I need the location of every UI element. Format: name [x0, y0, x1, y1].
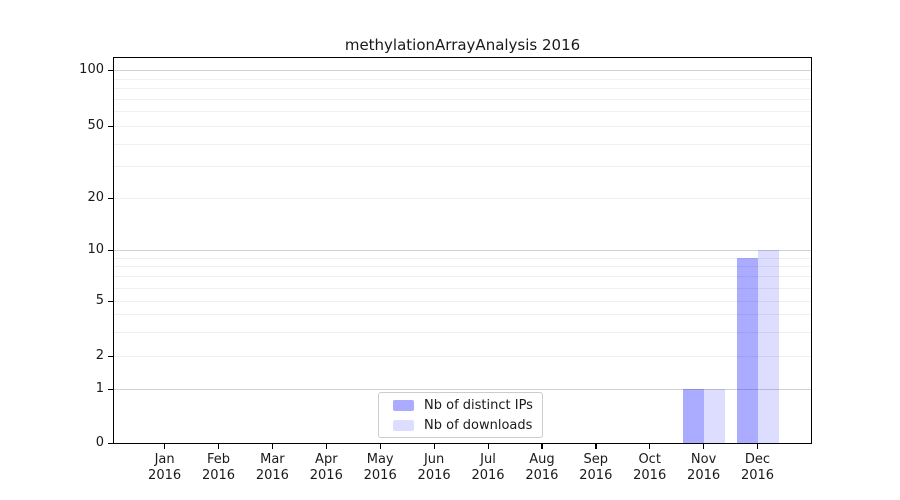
x-tick-label: Sep 2016 — [564, 452, 628, 483]
y-tick — [108, 388, 113, 390]
y-gridline-minor — [114, 198, 811, 199]
x-tick-label: Jun 2016 — [402, 452, 466, 483]
y-gridline-minor — [114, 276, 811, 278]
y-gridline-minor — [114, 257, 811, 259]
y-gridline-minor — [114, 78, 811, 80]
y-tick-label: 2 — [95, 348, 104, 363]
x-tick-label-year: 2016 — [148, 467, 182, 483]
y-tick — [108, 125, 113, 127]
x-tick-label-month: Sep — [583, 452, 609, 467]
y-gridline-minor — [114, 88, 811, 90]
x-tick-label-month: Feb — [206, 452, 231, 467]
y-tick — [108, 355, 113, 357]
bar-downloads — [703, 389, 725, 443]
x-tick-label-year: 2016 — [579, 467, 613, 483]
y-tick — [108, 300, 113, 302]
x-tick — [325, 444, 328, 449]
y-tick — [108, 249, 113, 251]
legend-entry-distinct-ips: Nb of distinct IPs — [393, 398, 534, 413]
x-tick-label: Feb 2016 — [187, 452, 251, 483]
x-tick-label: Mar 2016 — [240, 452, 304, 483]
y-tick — [108, 442, 113, 444]
legend-swatch-downloads — [393, 419, 414, 431]
x-tick-label: Aug 2016 — [510, 452, 574, 483]
x-tick-label-year: 2016 — [633, 467, 667, 483]
y-gridline-minor — [114, 266, 811, 268]
y-gridline-minor — [114, 98, 811, 100]
x-tick-label: Jan 2016 — [133, 452, 197, 483]
x-tick — [164, 444, 166, 449]
y-tick — [108, 197, 113, 199]
x-tick-label-month: Aug — [529, 452, 555, 467]
x-tick-label-year: 2016 — [687, 467, 721, 483]
y-tick-label: 1 — [95, 381, 104, 396]
x-tick-label-year: 2016 — [201, 467, 236, 483]
y-tick-label: 20 — [87, 190, 104, 205]
y-gridline-minor — [114, 126, 811, 127]
x-tick-label: May 2016 — [348, 452, 412, 483]
x-tick-label: Jul 2016 — [456, 452, 520, 483]
x-tick-label: Nov 2016 — [672, 452, 736, 483]
x-tick-label-month: Apr — [315, 452, 338, 467]
x-tick-label-year: 2016 — [417, 467, 451, 483]
y-gridline-major — [114, 70, 811, 71]
y-tick — [108, 69, 113, 71]
x-tick — [703, 444, 705, 449]
y-tick-label: 10 — [87, 242, 104, 257]
x-tick — [649, 444, 651, 449]
legend-label-downloads: Nb of downloads — [424, 417, 533, 433]
y-gridline-minor — [114, 143, 811, 145]
y-tick-label: 5 — [95, 293, 104, 308]
x-tick-label: Dec 2016 — [726, 452, 790, 483]
x-tick-label-month: Dec — [744, 452, 771, 467]
legend-entry-downloads: Nb of downloads — [393, 418, 534, 433]
y-tick-label: 100 — [79, 62, 104, 77]
x-tick-label-year: 2016 — [363, 467, 397, 483]
x-tick — [757, 444, 759, 449]
x-tick-label-year: 2016 — [471, 467, 505, 483]
y-gridline-major — [114, 250, 811, 251]
y-tick-label: 50 — [87, 118, 104, 133]
chart-title: methylationArrayAnalysis 2016 — [344, 36, 581, 54]
y-gridline-minor — [114, 287, 811, 289]
x-tick — [218, 444, 220, 449]
x-tick — [379, 444, 381, 449]
x-tick-label-year: 2016 — [255, 467, 289, 483]
legend: Nb of distinct IPs Nb of downloads — [378, 392, 543, 438]
x-tick-label-month: Oct — [638, 452, 661, 467]
bar-distinct-ips — [736, 257, 758, 443]
bar-distinct-ips — [682, 389, 704, 443]
x-tick — [541, 444, 543, 449]
x-tick-label-month: Jan — [154, 452, 175, 467]
y-gridline-minor — [114, 166, 811, 168]
y-gridline-minor — [114, 301, 811, 302]
y-gridline-minor — [114, 314, 811, 316]
x-tick — [487, 444, 489, 449]
y-gridline-minor — [114, 356, 811, 357]
x-tick-label-year: 2016 — [525, 467, 559, 483]
x-tick-label: Oct 2016 — [618, 452, 682, 483]
legend-label-distinct-ips: Nb of distinct IPs — [424, 397, 533, 413]
x-tick-label-month: Jul — [480, 452, 496, 467]
x-tick-label-month: Mar — [260, 452, 285, 467]
x-tick-label-month: Nov — [690, 452, 717, 467]
x-tick-label: Apr 2016 — [294, 452, 358, 483]
y-gridline-minor — [114, 111, 811, 113]
legend-swatch-distinct-ips — [393, 399, 414, 411]
x-tick-label-month: May — [366, 452, 394, 467]
x-tick — [271, 444, 274, 449]
y-gridline-minor — [114, 331, 811, 333]
y-gridline-major — [114, 389, 811, 390]
bar-downloads — [757, 250, 779, 443]
x-tick-label-year: 2016 — [309, 467, 343, 483]
x-tick — [595, 444, 597, 449]
x-tick-label-year: 2016 — [740, 467, 775, 483]
x-tick — [433, 444, 435, 449]
x-tick-label-month: Jun — [423, 452, 445, 467]
y-tick-label: 0 — [95, 435, 104, 450]
